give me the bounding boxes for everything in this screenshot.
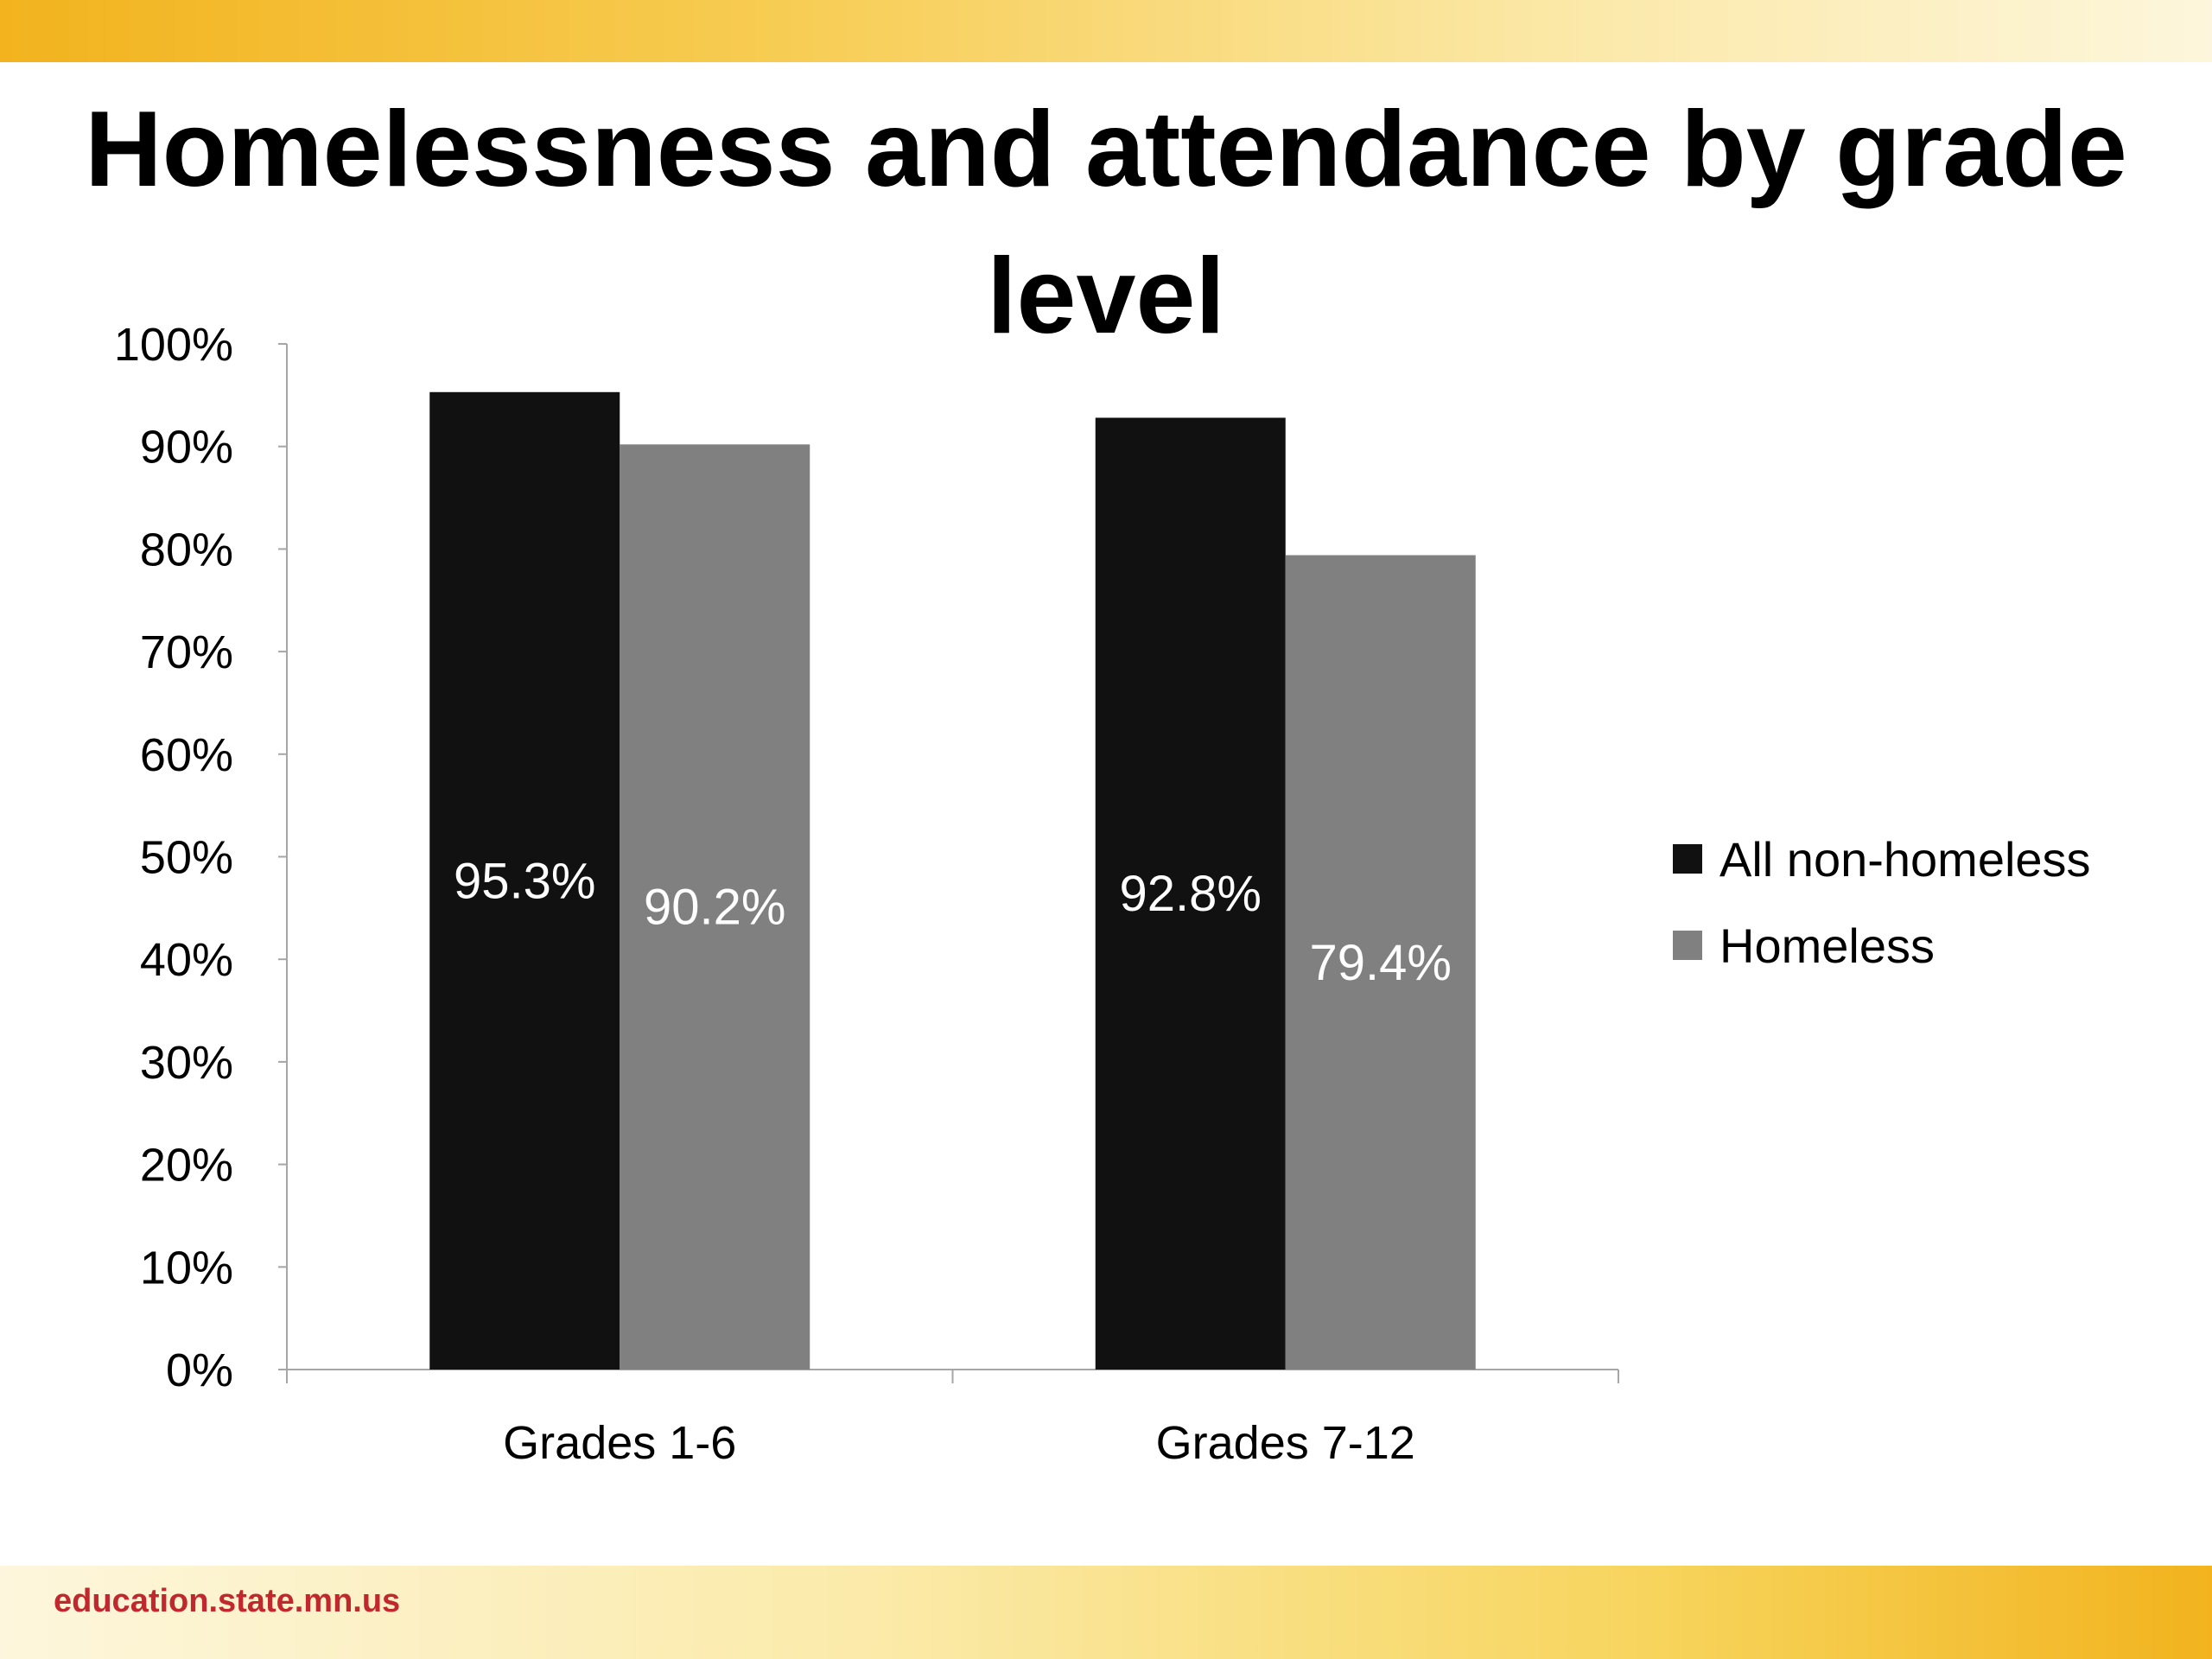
data-label: 95.3% xyxy=(454,853,595,909)
bar-homeless-0 xyxy=(620,444,810,1370)
bottom-decorative-band xyxy=(0,1566,2212,1659)
y-tick-label: 30% xyxy=(140,1037,233,1089)
y-tick-label: 80% xyxy=(140,524,233,575)
data-label: 79.4% xyxy=(1310,935,1452,991)
y-tick-label: 0% xyxy=(166,1344,233,1396)
y-tick-label: 70% xyxy=(140,626,233,678)
legend-label-homeless: Homeless xyxy=(1719,918,1935,973)
x-tick-label: Grades 7-12 xyxy=(1156,1417,1415,1469)
y-tick-label: 10% xyxy=(140,1242,233,1294)
bar-all-non-homeless-0 xyxy=(429,391,620,1370)
y-tick-label: 20% xyxy=(140,1140,233,1192)
legend-swatch-all-non-homeless xyxy=(1673,844,1702,874)
y-tick-label: 40% xyxy=(140,934,233,986)
top-decorative-band xyxy=(0,0,2212,62)
legend-label-all-non-homeless: All non-homeless xyxy=(1719,831,2091,887)
y-tick-label: 90% xyxy=(140,422,233,474)
y-tick-label: 100% xyxy=(114,319,233,371)
y-tick-label: 60% xyxy=(140,729,233,781)
bar-all-non-homeless-1 xyxy=(1095,417,1286,1370)
legend-item-all-non-homeless: All non-homeless xyxy=(1673,816,2091,902)
data-label: 92.8% xyxy=(1120,866,1262,922)
y-tick-label: 50% xyxy=(140,832,233,884)
legend-item-homeless: Homeless xyxy=(1673,902,2091,988)
data-label: 90.2% xyxy=(644,880,785,936)
x-tick-label: Grades 1-6 xyxy=(503,1417,736,1469)
bar-homeless-1 xyxy=(1285,555,1476,1370)
slide-title: Homelessness and attendance by grade lev… xyxy=(85,90,2127,356)
chart-legend: All non-homeless Homeless xyxy=(1673,816,2091,988)
legend-swatch-homeless xyxy=(1673,931,1702,960)
footer-url: education.state.mn.us xyxy=(54,1583,401,1619)
